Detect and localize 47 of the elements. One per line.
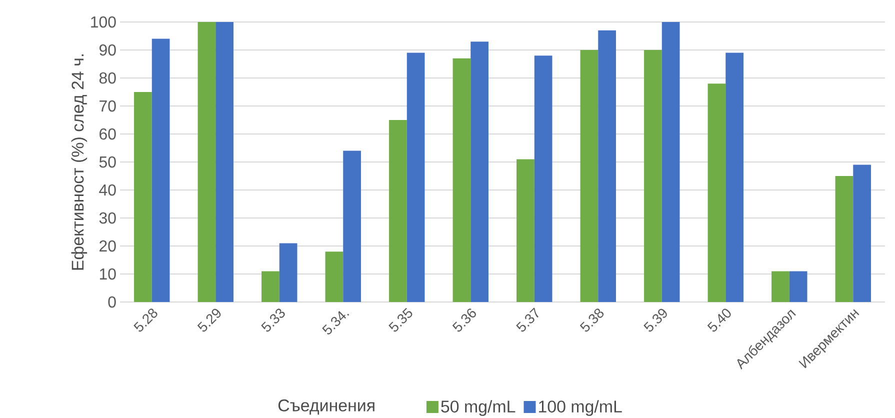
y-tick-label: 50 [99,156,116,168]
bar [262,271,280,302]
bar [580,50,598,302]
bar [662,22,680,302]
bar [134,92,152,302]
y-tick-label: 100 [91,16,116,28]
y-tick-label: 60 [100,128,116,140]
y-axis-title: Ефективност (%) след 24 ч. [71,54,88,270]
bar [216,22,234,302]
bar [644,50,662,302]
legend-label: 50 mg/mL [441,400,516,416]
x-tick-label: 5.39 [644,308,667,332]
bar [789,271,808,302]
bar [726,52,744,302]
bar [389,120,407,302]
x-axis-title: Съединения [278,399,374,415]
bar [470,42,488,302]
legend-label: 100 mg/mL [539,400,622,416]
bar [516,159,534,302]
y-tick-label: 80 [99,72,116,84]
x-tick-label: 5.34. [322,311,350,334]
x-tick-label: 5.38 [580,308,604,332]
bar [152,38,170,302]
bar [598,30,616,302]
y-tick-label: 10 [100,268,116,280]
y-tick-label: 70 [100,100,116,112]
bar [708,84,726,302]
x-tick-label: 5.40 [707,308,731,332]
bar [853,164,871,302]
x-tick-label: 5.28 [134,308,158,332]
y-tick-label: 30 [99,212,116,224]
bar [406,52,425,302]
x-tick-label: 5.33 [261,308,285,332]
y-tick-label: 20 [100,240,116,252]
bar [835,176,854,302]
bar [325,252,344,302]
bar [452,58,471,302]
y-tick-label: 90 [100,44,116,56]
bar [772,271,790,302]
x-tick-label: 5.36 [452,308,476,332]
x-tick-label: 5.29 [197,308,221,332]
bar [343,150,361,302]
bar [198,22,216,302]
y-tick-label: 40 [99,184,116,196]
y-tick-label: 0 [108,296,116,308]
bar [279,243,298,302]
bar [534,56,552,302]
